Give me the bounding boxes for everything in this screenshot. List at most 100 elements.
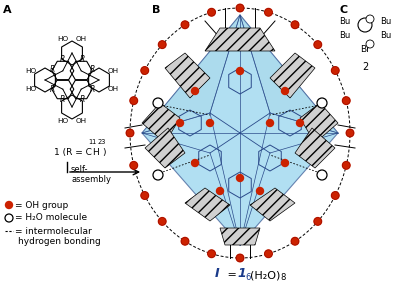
Text: A: A: [3, 5, 12, 15]
Text: Bu: Bu: [380, 30, 391, 40]
Circle shape: [208, 8, 215, 16]
Text: Bu: Bu: [339, 30, 350, 40]
Circle shape: [141, 192, 148, 199]
Circle shape: [366, 15, 374, 23]
Text: H: H: [92, 148, 99, 157]
Text: OH: OH: [76, 36, 86, 42]
Text: R: R: [49, 86, 55, 94]
Text: 23: 23: [98, 139, 106, 145]
Text: I: I: [215, 267, 220, 280]
Circle shape: [158, 218, 166, 225]
Text: R: R: [79, 96, 85, 104]
Circle shape: [192, 160, 198, 166]
Text: HO: HO: [58, 36, 68, 42]
Circle shape: [158, 41, 166, 49]
Circle shape: [291, 21, 299, 28]
Circle shape: [176, 119, 184, 127]
Polygon shape: [145, 128, 185, 168]
Text: 6: 6: [245, 273, 250, 282]
Circle shape: [130, 162, 138, 169]
Circle shape: [332, 192, 339, 199]
Circle shape: [314, 41, 322, 49]
Text: Bu: Bu: [339, 18, 350, 26]
Text: OH: OH: [108, 86, 118, 92]
Circle shape: [208, 250, 215, 257]
Polygon shape: [295, 128, 335, 168]
Circle shape: [342, 162, 350, 169]
Text: R: R: [59, 55, 65, 65]
Polygon shape: [142, 15, 240, 133]
Text: HO: HO: [58, 118, 68, 124]
Polygon shape: [205, 28, 275, 51]
Circle shape: [282, 88, 288, 94]
Text: =: =: [224, 270, 240, 280]
Text: R: R: [49, 65, 55, 75]
Text: N: N: [361, 20, 369, 30]
Polygon shape: [142, 103, 180, 143]
Circle shape: [265, 250, 272, 257]
Circle shape: [366, 40, 374, 48]
Circle shape: [141, 67, 148, 74]
Circle shape: [236, 254, 244, 262]
Text: +: +: [367, 16, 373, 22]
Text: R: R: [59, 96, 65, 104]
Circle shape: [342, 97, 350, 104]
Text: R: R: [89, 65, 95, 75]
Circle shape: [265, 8, 272, 16]
Text: 8: 8: [280, 273, 285, 282]
Text: = H₂O molecule: = H₂O molecule: [15, 214, 87, 222]
Polygon shape: [270, 53, 315, 98]
Circle shape: [181, 21, 189, 28]
Circle shape: [5, 214, 13, 222]
Text: 11: 11: [88, 139, 96, 145]
Circle shape: [317, 170, 327, 180]
Circle shape: [6, 201, 12, 208]
Circle shape: [256, 187, 264, 195]
Circle shape: [266, 119, 274, 127]
Polygon shape: [185, 188, 230, 221]
Text: 1 (R = C: 1 (R = C: [54, 148, 92, 157]
Circle shape: [153, 170, 163, 180]
Circle shape: [296, 119, 304, 127]
Polygon shape: [300, 103, 338, 143]
Text: 2: 2: [362, 62, 368, 72]
Circle shape: [236, 67, 244, 75]
Text: B: B: [152, 5, 160, 15]
Text: R: R: [89, 86, 95, 94]
Text: HO: HO: [26, 68, 36, 74]
Circle shape: [314, 218, 322, 225]
Circle shape: [216, 187, 224, 195]
Circle shape: [332, 67, 339, 74]
Text: R: R: [79, 55, 85, 65]
Circle shape: [317, 98, 327, 108]
Text: hydrogen bonding: hydrogen bonding: [18, 236, 101, 245]
Text: C: C: [340, 5, 348, 15]
Circle shape: [192, 88, 198, 94]
Polygon shape: [165, 53, 210, 98]
Polygon shape: [240, 15, 338, 133]
Text: HO: HO: [26, 86, 36, 92]
Text: ): ): [102, 148, 106, 157]
Text: self-
assembly: self- assembly: [71, 165, 111, 185]
Circle shape: [153, 98, 163, 108]
Circle shape: [358, 18, 372, 32]
Text: OH: OH: [108, 68, 118, 74]
Text: 1: 1: [237, 267, 246, 280]
Text: OH: OH: [76, 118, 86, 124]
Text: −: −: [367, 41, 373, 47]
Circle shape: [181, 237, 189, 245]
Circle shape: [236, 174, 244, 181]
Circle shape: [282, 160, 288, 166]
Text: = intermolecular: = intermolecular: [15, 226, 92, 236]
Circle shape: [130, 97, 138, 104]
Text: Br: Br: [360, 46, 370, 55]
Polygon shape: [220, 228, 260, 245]
Polygon shape: [250, 188, 295, 221]
Text: (H₂O): (H₂O): [250, 270, 280, 280]
Circle shape: [291, 237, 299, 245]
Polygon shape: [142, 15, 338, 245]
Text: Bu: Bu: [380, 18, 391, 26]
Circle shape: [206, 119, 214, 127]
Circle shape: [126, 129, 134, 137]
Circle shape: [346, 129, 354, 137]
